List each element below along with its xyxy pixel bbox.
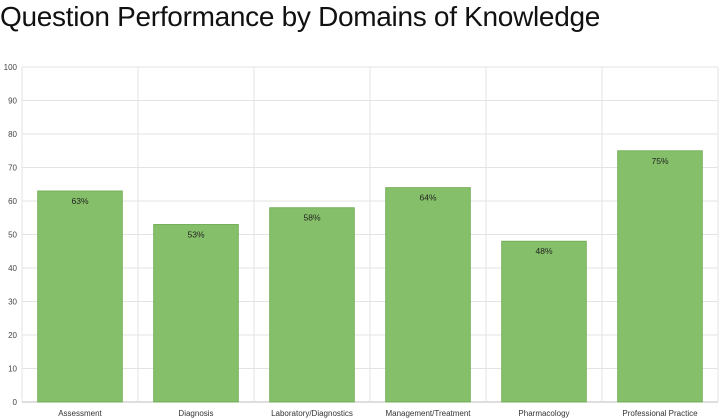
x-tick-label: Pharmacology [518, 409, 569, 418]
grid-lines [21, 66, 719, 403]
y-tick-label: 30 [8, 298, 17, 307]
bar-1 [37, 190, 123, 403]
y-tick-label: 70 [8, 164, 17, 173]
y-tick-label: 10 [8, 365, 17, 374]
y-tick-label: 40 [8, 264, 17, 273]
bar-2 [153, 224, 239, 403]
x-tick-label: Management/Treatment [385, 409, 471, 418]
y-tick-label: 90 [8, 97, 17, 106]
y-tick-label: 20 [8, 331, 17, 340]
bar-5 [501, 240, 587, 403]
bar-4 [385, 187, 471, 403]
data-label: 53% [187, 229, 204, 239]
y-tick-label: 60 [8, 197, 17, 206]
y-tick-label: 80 [8, 130, 17, 139]
data-labels: 63% 53% 58% 64% 48% 75% [71, 156, 668, 256]
x-tick-label: Diagnosis [178, 409, 213, 418]
x-tick-label: Professional Practice [622, 409, 698, 418]
bars [37, 150, 703, 403]
data-label: 64% [419, 193, 436, 203]
y-axis-ticks: 0 10 20 30 40 50 60 70 80 90 100 [4, 63, 18, 407]
x-tick-label: Assessment [58, 409, 102, 418]
x-axis-ticks: Assessment Diagnosis Laboratory/Diagnostic… [58, 409, 698, 418]
bar-6 [617, 150, 703, 403]
data-label: 75% [651, 156, 668, 166]
y-tick-label: 100 [4, 63, 18, 72]
data-label: 48% [535, 246, 552, 256]
data-label: 58% [303, 213, 320, 223]
y-tick-label: 50 [8, 231, 17, 240]
data-label: 63% [71, 196, 88, 206]
y-tick-label: 0 [13, 398, 18, 407]
chart-title: Question Performance by Domains of Knowl… [0, 1, 601, 32]
bar-3 [269, 207, 355, 403]
x-tick-label: Laboratory/Diagnostics [271, 409, 353, 418]
